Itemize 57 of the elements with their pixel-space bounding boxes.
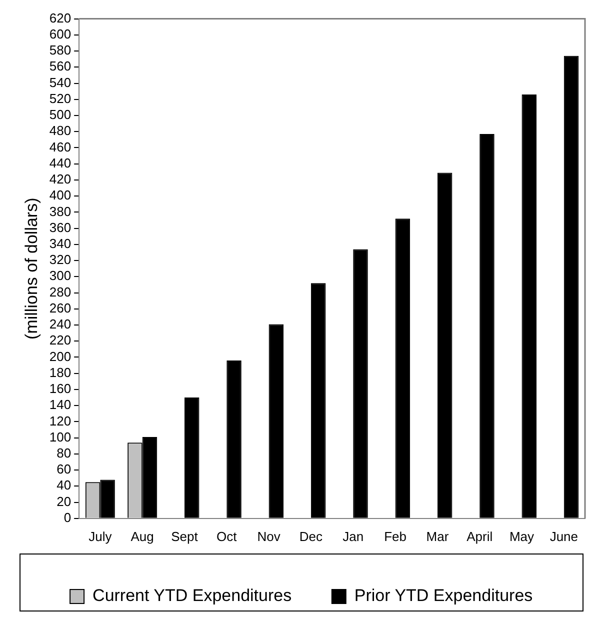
y-tick-label: 340	[49, 236, 72, 252]
y-tick-label: 60	[56, 462, 72, 477]
bar	[395, 218, 410, 518]
y-tick-label: 80	[56, 446, 72, 461]
y-tick-label: 180	[49, 364, 72, 380]
y-tick-label: 540	[49, 74, 72, 90]
y-tick-label: 560	[49, 58, 72, 74]
y-tick-label: 380	[49, 204, 72, 219]
x-tick-label: Mar	[426, 528, 450, 544]
y-tick-label: 280	[49, 284, 72, 300]
legend-label: Current YTD Expenditures	[92, 586, 292, 606]
x-tick-label: Dec	[299, 528, 324, 544]
y-tick-label: 440	[49, 155, 72, 170]
x-tick-label: Feb	[384, 528, 406, 544]
y-tick-label: 620	[49, 10, 72, 26]
y-tick-label: 220	[49, 332, 72, 348]
y-tick-label: 320	[49, 252, 72, 268]
y-tick-label: 300	[49, 268, 72, 284]
bar	[564, 56, 579, 518]
y-tick-label: 480	[49, 123, 72, 138]
bar	[184, 398, 200, 518]
x-tick-label: Nov	[257, 528, 281, 544]
bar	[310, 283, 326, 518]
y-tick-label: 520	[49, 90, 72, 106]
x-tick-label: Sept	[171, 528, 198, 544]
x-tick-label: May	[509, 528, 535, 544]
legend-label: Prior YTD Expenditures	[354, 586, 533, 606]
y-axis-title: (millions of dollars)	[22, 198, 41, 340]
x-tick-label: April	[466, 528, 493, 544]
bar	[353, 249, 368, 518]
x-tick-label: Oct	[216, 528, 238, 544]
y-tick-label: 360	[49, 220, 72, 235]
y-tick-label: 500	[49, 107, 72, 122]
y-tick-label: 140	[49, 397, 72, 412]
bar	[268, 324, 284, 518]
y-tick-label: 200	[49, 348, 72, 364]
y-tick-label: 120	[49, 413, 72, 428]
x-tick-label: Aug	[130, 528, 154, 544]
y-tick-label: 160	[49, 381, 72, 396]
x-tick-label: June	[550, 528, 578, 544]
y-tick-label: 260	[49, 300, 72, 316]
x-tick-label: July	[88, 528, 112, 544]
y-tick-label: 580	[49, 42, 72, 58]
y-tick-label: 240	[49, 316, 72, 332]
y-tick-label: 20	[56, 494, 72, 509]
y-tick-label: 460	[49, 139, 72, 154]
bar	[522, 94, 537, 518]
y-tick-label: 40	[56, 478, 72, 493]
y-tick-label: 600	[49, 26, 72, 42]
bar	[437, 172, 452, 518]
y-tick-label: 0	[64, 510, 72, 525]
bar	[226, 360, 242, 518]
bar	[480, 134, 494, 518]
y-tick-label: 400	[49, 188, 72, 203]
y-tick-label: 100	[49, 429, 72, 444]
x-tick-label: Jan	[342, 528, 364, 544]
y-tick-label: 420	[49, 172, 72, 187]
